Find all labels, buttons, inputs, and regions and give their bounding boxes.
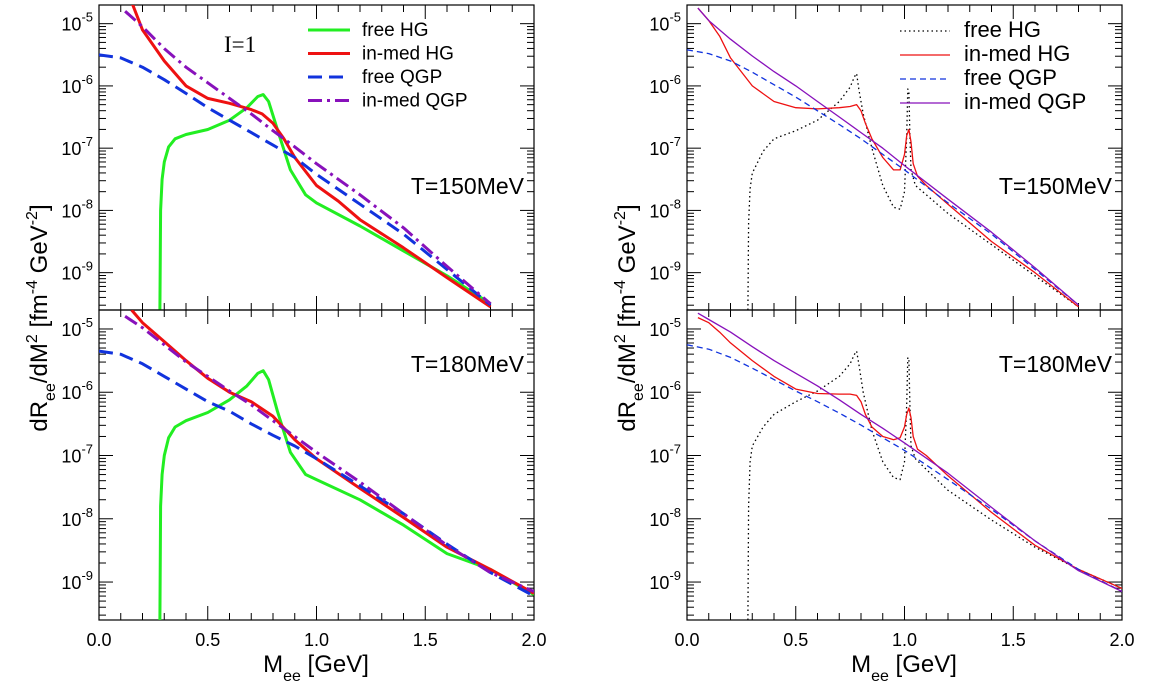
y-axis-title: dRee/dM2 [fm-4 GeV-2] — [612, 204, 647, 431]
series-group — [99, 310, 534, 620]
series-line-in-med-hg — [697, 317, 1122, 589]
series-line-free-hg — [158, 93, 492, 310]
y-tick-label: 10-5 — [649, 315, 681, 340]
panel-left-top: 10-9 10-8 10-7 10-6 10-5 T=150MeV I=1 free HG in… — [61, 4, 535, 311]
y-tick-label: 10-5 — [61, 10, 93, 35]
series-line-free-qgp — [99, 349, 534, 598]
y-tick-label: 10-6 — [649, 72, 681, 97]
x-tick-label: 0.5 — [783, 630, 808, 650]
isospin-annotation: I=1 — [224, 32, 256, 57]
series-line-in-med-hg — [131, 5, 492, 309]
series-group — [687, 312, 1122, 620]
y-tick-label: 10-9 — [649, 568, 681, 593]
y-tick-label: 10-9 — [61, 568, 93, 593]
legend-label-free-qgp: free QGP — [362, 67, 442, 88]
legend-label-in-med-hg: in-med HG — [362, 44, 454, 65]
x-tick-label: 0.0 — [674, 630, 699, 650]
series-line-in-med-qgp — [697, 7, 1079, 306]
series-line-free-qgp — [99, 53, 492, 307]
x-tick-label: 2.0 — [521, 630, 546, 650]
legend-label-free-hg: free HG — [964, 17, 1041, 42]
series-group — [687, 7, 1079, 310]
legend-label-free-hg: free HG — [362, 20, 429, 41]
legend-label-in-med-hg: in-med HG — [964, 41, 1070, 66]
x-tick-label: 1.0 — [304, 630, 329, 650]
series-line-in-med-qgp — [697, 312, 1122, 593]
y-tick-label: 10-5 — [61, 315, 93, 340]
y-tick-label: 10-5 — [649, 10, 681, 35]
x-axis-titles: Mee [GeV] Mee [GeV] — [263, 651, 957, 685]
series-line-in-med-hg — [697, 7, 1079, 308]
y-axis-title: dRee/dM2 [fm-4 GeV-2] — [24, 204, 59, 431]
series-line-free-hg — [158, 369, 534, 620]
x-axis-title: Mee [GeV] — [851, 651, 957, 685]
x-tick-label: 2.0 — [1109, 630, 1134, 650]
y-tick-label: 10-8 — [649, 196, 681, 221]
series-line-in-med-qgp — [124, 10, 492, 305]
temperature-label: T=150MeV — [411, 173, 525, 199]
y-tick-label: 10-7 — [61, 442, 93, 467]
y-axis-titles: dRee/dM2 [fm-4 GeV-2] dRee/dM2 [fm-4 GeV-… — [24, 204, 647, 431]
y-tick-label: 10-7 — [649, 442, 681, 467]
x-tick-label: 0.5 — [195, 630, 220, 650]
x-tick-label: 1.5 — [1001, 630, 1026, 650]
y-tick-label: 10-6 — [61, 72, 93, 97]
y-tick-label: 10-7 — [61, 134, 93, 159]
x-axis-title: Mee [GeV] — [263, 651, 369, 685]
y-tick-label: 10-8 — [61, 196, 93, 221]
y-tick-label: 10-8 — [61, 505, 93, 530]
x-tick-label: 0.0 — [86, 630, 111, 650]
x-tick-label: 1.5 — [413, 630, 438, 650]
legend-label-in-med-qgp: in-med QGP — [362, 91, 468, 112]
series-group — [99, 5, 492, 310]
temperature-label: T=150MeV — [999, 173, 1113, 199]
y-tick-label: 10-9 — [649, 259, 681, 284]
y-tick-label: 10-6 — [61, 378, 93, 403]
panel-right-bottom: 10-9 10-8 10-7 10-6 10-5 0.0 0.5 1.0 1.5 2.0 T=180… — [649, 309, 1135, 650]
temperature-label: T=180MeV — [999, 351, 1113, 377]
y-tick-label: 10-7 — [649, 134, 681, 159]
series-line-free-hg — [747, 72, 1079, 310]
legend-label-free-qgp: free QGP — [964, 65, 1057, 90]
panel-left-bottom: 10-9 10-8 10-7 10-6 10-5 0.0 0.5 1.0 1.5 2.0 T=180… — [61, 309, 547, 650]
series-line-free-qgp — [687, 344, 1122, 593]
y-tick-label: 10-8 — [649, 505, 681, 530]
temperature-label: T=180MeV — [411, 351, 525, 377]
series-line-in-med-hg — [130, 310, 534, 595]
series-line-in-med-qgp — [124, 315, 534, 593]
series-line-free-hg — [747, 350, 1122, 620]
y-tick-label: 10-9 — [61, 259, 93, 284]
series-line-free-qgp — [687, 49, 1079, 306]
legend-label-in-med-qgp: in-med QGP — [964, 89, 1086, 114]
x-tick-label: 1.0 — [892, 630, 917, 650]
y-tick-label: 10-6 — [649, 378, 681, 403]
